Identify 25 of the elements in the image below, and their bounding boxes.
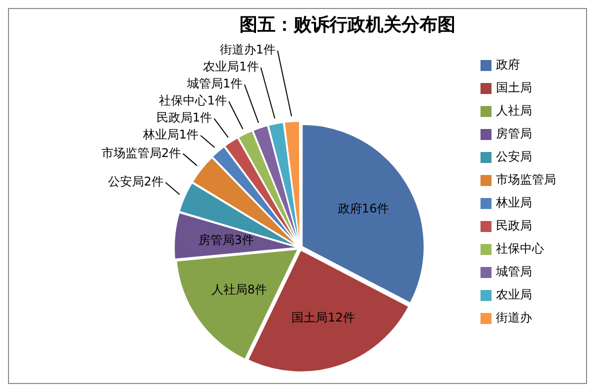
data-label: 人社局8件 (211, 282, 268, 296)
data-label: 民政局1件 (156, 110, 212, 125)
legend-label: 农业局 (496, 288, 532, 302)
legend-label: 公安局 (496, 150, 532, 164)
data-label: 公安局2件 (108, 174, 164, 189)
data-label: 农业局1件 (203, 60, 259, 74)
legend-label: 街道办 (496, 310, 532, 325)
data-label: 社保中心1件 (159, 94, 227, 108)
data-label: 林业局1件 (142, 128, 199, 142)
chart-title: 图五：败诉行政机关分布图 (240, 14, 456, 36)
legend-label: 政府 (496, 58, 520, 72)
data-label: 政府16件 (338, 201, 390, 216)
legend-label: 人社局 (496, 104, 532, 118)
legend-label: 市场监管局 (496, 172, 556, 187)
legend-label: 民政局 (496, 218, 532, 233)
data-label: 街道办1件 (220, 42, 276, 57)
data-label: 市场监管局2件 (101, 146, 182, 160)
legend-label: 社保中心 (496, 242, 544, 256)
legend-label: 房管局 (496, 126, 532, 141)
data-label: 国土局12件 (292, 310, 355, 324)
data-label: 房管局3件 (198, 232, 254, 247)
legend-label: 林业局 (495, 196, 532, 210)
legend-label: 城管局 (495, 264, 532, 279)
data-label: 城管局1件 (186, 76, 242, 91)
legend-label: 国土局 (496, 80, 532, 95)
